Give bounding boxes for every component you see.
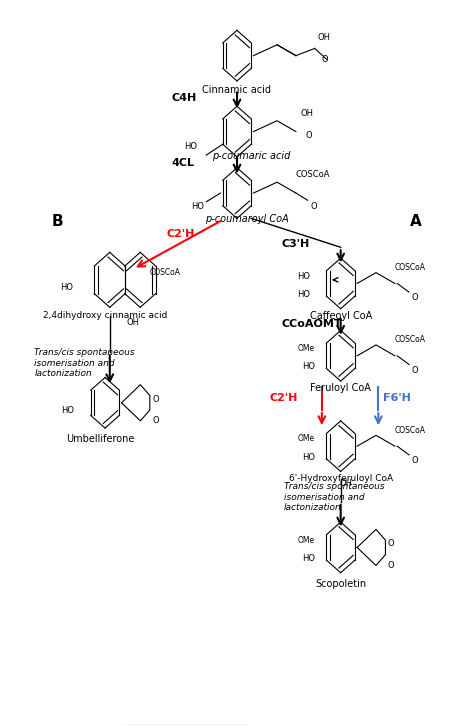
Text: C2'H: C2'H bbox=[166, 229, 195, 240]
Text: Cinnamic acid: Cinnamic acid bbox=[202, 84, 272, 94]
Text: p-coumaroyl CoA: p-coumaroyl CoA bbox=[205, 214, 288, 224]
Text: Trans/cis spontaneous
isomerisation and
lactonization: Trans/cis spontaneous isomerisation and … bbox=[284, 482, 385, 512]
Text: OMe: OMe bbox=[298, 536, 315, 544]
Text: HO: HO bbox=[302, 362, 315, 371]
Text: A: A bbox=[410, 214, 422, 229]
Text: HO: HO bbox=[302, 554, 315, 563]
Text: HO: HO bbox=[302, 452, 315, 462]
Text: O: O bbox=[152, 395, 159, 404]
Text: COSCoA: COSCoA bbox=[395, 335, 426, 344]
Text: OH: OH bbox=[317, 33, 330, 42]
Text: Umbelliferone: Umbelliferone bbox=[66, 434, 135, 444]
Text: C3'H: C3'H bbox=[282, 239, 310, 249]
Text: OH: OH bbox=[301, 109, 314, 118]
Text: O: O bbox=[152, 416, 159, 425]
Text: COSCoA: COSCoA bbox=[395, 263, 426, 272]
Text: OMe: OMe bbox=[298, 434, 315, 444]
Text: Feruloyl CoA: Feruloyl CoA bbox=[310, 383, 371, 393]
Text: Caffeoyl CoA: Caffeoyl CoA bbox=[310, 311, 372, 321]
Text: COSCoA: COSCoA bbox=[296, 171, 330, 179]
Text: O: O bbox=[322, 54, 328, 64]
Text: 4CL: 4CL bbox=[171, 158, 194, 168]
Text: HO: HO bbox=[62, 406, 74, 415]
Text: OH: OH bbox=[127, 318, 139, 327]
Text: HO: HO bbox=[297, 272, 310, 281]
Text: O: O bbox=[388, 561, 394, 570]
Text: C2'H: C2'H bbox=[270, 393, 298, 403]
Text: p-coumaric acid: p-coumaric acid bbox=[212, 151, 290, 161]
Text: O: O bbox=[310, 202, 317, 211]
Text: O: O bbox=[411, 293, 418, 303]
Text: O: O bbox=[411, 366, 418, 375]
Text: HO: HO bbox=[184, 142, 197, 150]
Text: OH: OH bbox=[339, 478, 352, 488]
Text: F6'H: F6'H bbox=[383, 393, 411, 403]
Text: COSCoA: COSCoA bbox=[395, 425, 426, 435]
Text: B: B bbox=[52, 214, 64, 229]
Text: O: O bbox=[411, 456, 418, 465]
Text: 6'-Hydroxyferuloyl CoA: 6'-Hydroxyferuloyl CoA bbox=[289, 473, 393, 483]
Text: OMe: OMe bbox=[298, 344, 315, 353]
Text: Trans/cis spontaneous
isomerisation and
lactonization: Trans/cis spontaneous isomerisation and … bbox=[35, 348, 135, 378]
Text: 2,4dihydroxy cinnamic acid: 2,4dihydroxy cinnamic acid bbox=[43, 311, 167, 320]
Text: COSCoA: COSCoA bbox=[149, 268, 180, 277]
Text: HO: HO bbox=[297, 290, 310, 299]
Text: HO: HO bbox=[60, 282, 73, 292]
Text: CCoAOMT: CCoAOMT bbox=[282, 319, 342, 329]
Text: HO: HO bbox=[191, 202, 204, 211]
Text: Scopoletin: Scopoletin bbox=[315, 579, 366, 589]
Text: O: O bbox=[305, 131, 312, 139]
Text: C4H: C4H bbox=[171, 93, 196, 102]
Text: O: O bbox=[388, 539, 394, 548]
